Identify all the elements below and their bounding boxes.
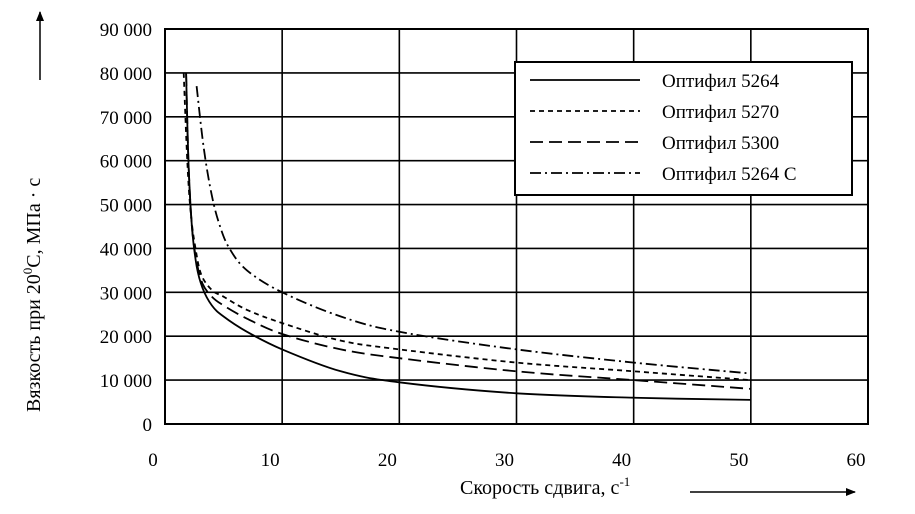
legend-label: Оптифил 5270 [662, 102, 779, 123]
series-layer [182, 72, 751, 401]
x-tick-label: 60 [847, 450, 866, 471]
y-tick-label: 0 [143, 415, 153, 436]
y-tick-label: 20 000 [100, 327, 152, 348]
x-tick-labels: 0 10 20 30 40 50 60 [148, 450, 865, 471]
y-tick-label: 80 000 [100, 64, 152, 85]
y-tick-label: 10 000 [100, 371, 152, 392]
x-tick-label: 40 [612, 450, 631, 471]
legend: Оптифил 5264 Оптифил 5270 Оптифил 5300 Опти… [514, 61, 853, 196]
x-tick-label: 50 [729, 450, 748, 471]
y-tick-label: 40 000 [100, 239, 152, 260]
y-tick-label: 50 000 [100, 196, 152, 217]
x-axis-title: Скорость сдвига, с-1 [460, 474, 630, 499]
series-line-3 [185, 72, 751, 390]
y-tick-label: 30 000 [100, 283, 152, 304]
legend-label: Оптифил 5264 С [662, 164, 797, 185]
y-tick-label: 90 000 [100, 20, 152, 41]
series-line-4 [195, 85, 751, 375]
legend-label: Оптифил 5264 [662, 71, 780, 92]
y-axis-title: Вязкость при 200С, МПа · с [20, 178, 45, 412]
y-tick-label: 70 000 [100, 108, 152, 129]
y-tick-label: 60 000 [100, 152, 152, 173]
x-tick-label: 20 [378, 450, 397, 471]
y-tick-labels: 0 10 000 20 000 30 000 40 000 50 000 60 000 70 … [100, 20, 152, 436]
x-tick-label: 0 [148, 450, 158, 471]
x-tick-label: 30 [495, 450, 514, 471]
plot-frame [164, 28, 869, 425]
legend-label: Оптифил 5300 [662, 133, 779, 154]
x-tick-label: 10 [261, 450, 280, 471]
